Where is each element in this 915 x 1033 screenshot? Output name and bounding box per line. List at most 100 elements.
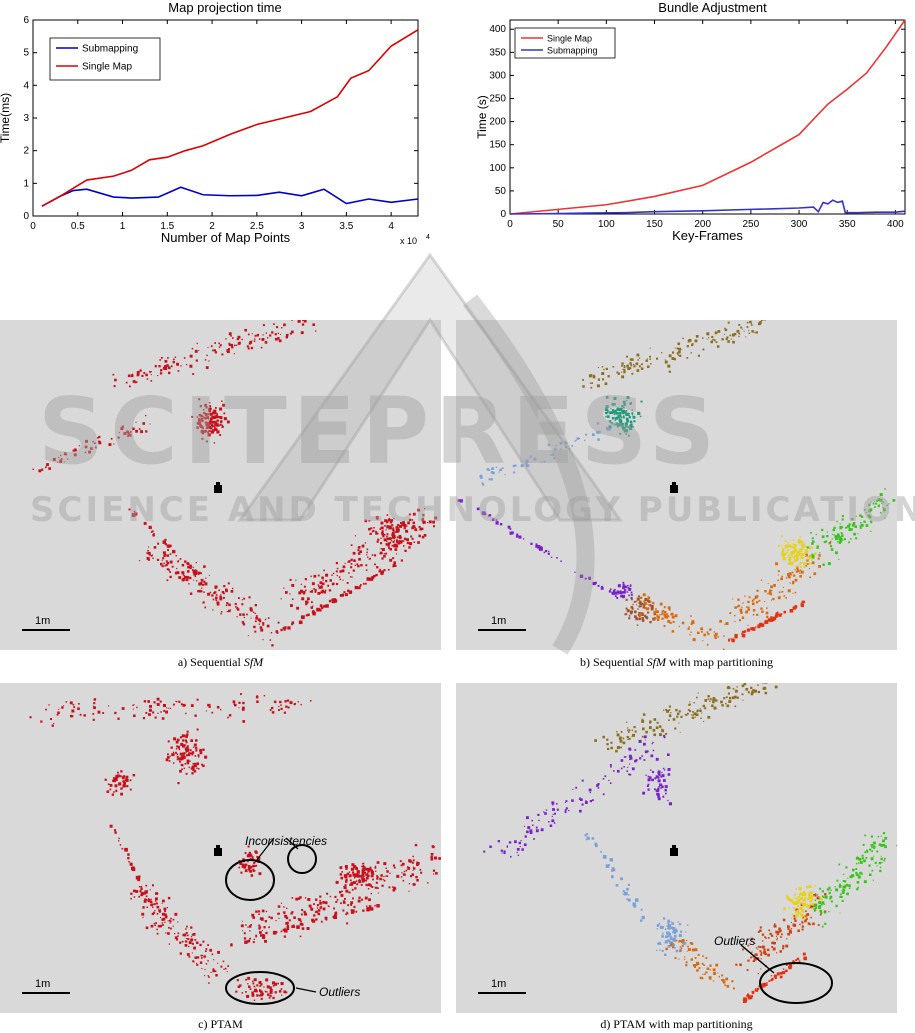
map-point	[235, 606, 237, 608]
map-point	[811, 554, 814, 557]
map-point	[616, 590, 620, 594]
map-point	[796, 909, 800, 913]
map-point	[348, 871, 351, 873]
map-point	[360, 884, 363, 886]
map-point	[724, 327, 726, 330]
map-point	[626, 410, 628, 412]
map-point	[710, 340, 713, 344]
map-point	[185, 772, 188, 775]
map-point	[438, 857, 441, 860]
map-point	[767, 937, 770, 939]
map-point	[207, 347, 209, 348]
map-point	[78, 445, 80, 447]
map-point	[278, 917, 280, 919]
map-point	[254, 860, 257, 863]
map-point	[58, 708, 60, 710]
map-point	[811, 542, 814, 545]
map-point	[309, 591, 312, 593]
map-point	[193, 946, 196, 950]
map-point	[653, 733, 656, 737]
chart-bundle-adjustment: Bundle Adjustment 0 50 100 150 200 250 300 350 4…	[460, 0, 915, 260]
map-point	[186, 941, 188, 943]
annotation-arrow	[295, 987, 317, 993]
map-point	[721, 974, 724, 977]
map-point	[788, 966, 791, 969]
map-point	[859, 871, 862, 875]
map-point	[606, 743, 609, 746]
map-point	[581, 803, 584, 806]
map-point	[300, 615, 304, 619]
map-point	[772, 616, 777, 621]
map-point	[802, 548, 804, 550]
map-point	[303, 585, 306, 588]
map-point	[755, 626, 757, 628]
map-point	[675, 949, 679, 953]
map-point	[811, 554, 815, 558]
legend-label: Submapping	[82, 44, 138, 55]
map-point	[752, 689, 755, 692]
map-point	[795, 911, 797, 914]
map-point	[130, 374, 134, 378]
map-point	[623, 365, 626, 367]
map-point	[263, 695, 266, 697]
map-point	[551, 453, 555, 457]
map-point	[725, 338, 728, 341]
map-point	[652, 749, 655, 752]
map-point	[412, 855, 414, 858]
map-point	[236, 606, 239, 609]
map-point	[180, 365, 182, 367]
map-point	[355, 910, 358, 913]
map-point	[556, 808, 559, 811]
map-point	[274, 337, 278, 341]
map-point	[203, 416, 206, 419]
map-point	[725, 696, 728, 699]
map-point	[617, 584, 621, 588]
map-point	[358, 896, 361, 899]
map-point	[260, 628, 264, 632]
map-point	[781, 933, 783, 936]
map-point	[745, 610, 748, 614]
map-point	[307, 597, 310, 601]
map-point	[339, 570, 342, 573]
map-point	[341, 569, 345, 573]
map-point	[804, 898, 807, 900]
map-point	[787, 928, 790, 931]
map-point	[789, 930, 792, 934]
map-point	[760, 322, 762, 325]
map-point	[324, 589, 327, 592]
map-point	[814, 899, 816, 901]
map-point	[799, 906, 803, 910]
map-point	[764, 620, 768, 624]
map-point	[777, 570, 780, 573]
map-point	[589, 382, 592, 384]
map-point	[334, 912, 338, 915]
map-point	[353, 881, 356, 884]
map-point	[796, 914, 799, 917]
map-point	[144, 890, 148, 894]
inconsistency-marker	[287, 844, 317, 874]
map-point	[314, 590, 317, 593]
map-point	[788, 559, 791, 562]
map-point	[615, 409, 618, 412]
map-point	[613, 396, 617, 400]
map-point	[221, 591, 225, 594]
map-point	[666, 931, 670, 935]
map-point	[728, 639, 731, 642]
map-point	[212, 411, 216, 415]
map-point	[794, 919, 797, 922]
map-point	[247, 861, 249, 863]
map-point	[605, 405, 609, 409]
map-point	[804, 915, 807, 918]
map-point	[280, 902, 282, 904]
map-point	[358, 873, 360, 875]
map-point	[883, 859, 885, 862]
map-point	[180, 703, 183, 706]
map-point	[196, 767, 198, 769]
map-point	[252, 611, 255, 613]
map-point	[560, 448, 562, 450]
map-point	[543, 460, 546, 463]
map-point	[697, 692, 699, 694]
caption-d: d) PTAM with map partitioning	[456, 1017, 897, 1032]
map-point	[747, 600, 750, 604]
map-point	[774, 976, 777, 980]
